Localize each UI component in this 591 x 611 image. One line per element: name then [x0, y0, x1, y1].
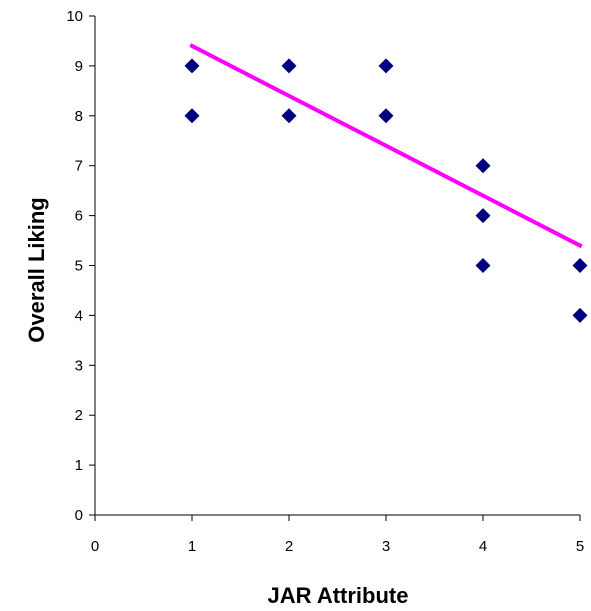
- data-point: [475, 158, 491, 174]
- data-point: [281, 108, 297, 124]
- y-tick-label: 10: [66, 8, 83, 25]
- trendline: [189, 43, 583, 249]
- data-point: [184, 108, 200, 124]
- y-tick-label: 5: [75, 258, 83, 275]
- x-tick-label: 1: [188, 538, 196, 555]
- y-tick-label: 0: [75, 507, 83, 524]
- data-point: [378, 58, 394, 74]
- x-tick-label: 5: [576, 538, 584, 555]
- x-tick-label: 4: [479, 538, 487, 555]
- data-point: [475, 258, 491, 273]
- x-tick-label: 0: [91, 538, 99, 555]
- y-tick-label: 1: [75, 457, 83, 474]
- x-tick-label: 3: [382, 538, 390, 555]
- data-point: [475, 208, 491, 224]
- data-point: [572, 258, 588, 273]
- y-tick-label: 2: [75, 407, 83, 424]
- y-axis-title: Overall Liking: [24, 197, 49, 343]
- data-point: [281, 58, 297, 74]
- data-point: [378, 108, 394, 124]
- x-tick-label: 2: [285, 538, 293, 555]
- data-point: [572, 307, 588, 323]
- data-point: [184, 58, 200, 74]
- plot-area: 0 1 2 3 4 5 6 7 8 9 10 0 1 2 3 4 5: [66, 8, 588, 555]
- y-tick-label: 4: [75, 307, 83, 324]
- y-tick-label: 8: [75, 108, 83, 125]
- y-tick-label: 3: [75, 357, 83, 374]
- x-axis-title: JAR Attribute: [268, 583, 409, 608]
- y-tick-label: 9: [75, 58, 83, 75]
- y-tick-label: 7: [75, 158, 83, 175]
- y-tick-label: 6: [75, 208, 83, 225]
